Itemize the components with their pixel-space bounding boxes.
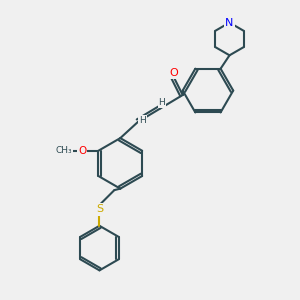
Text: N: N <box>225 18 234 28</box>
Text: S: S <box>96 204 103 214</box>
Text: H: H <box>158 98 165 107</box>
Text: CH₃: CH₃ <box>56 146 73 155</box>
Text: O: O <box>169 68 178 78</box>
Text: O: O <box>78 146 86 156</box>
Text: H: H <box>139 116 146 125</box>
